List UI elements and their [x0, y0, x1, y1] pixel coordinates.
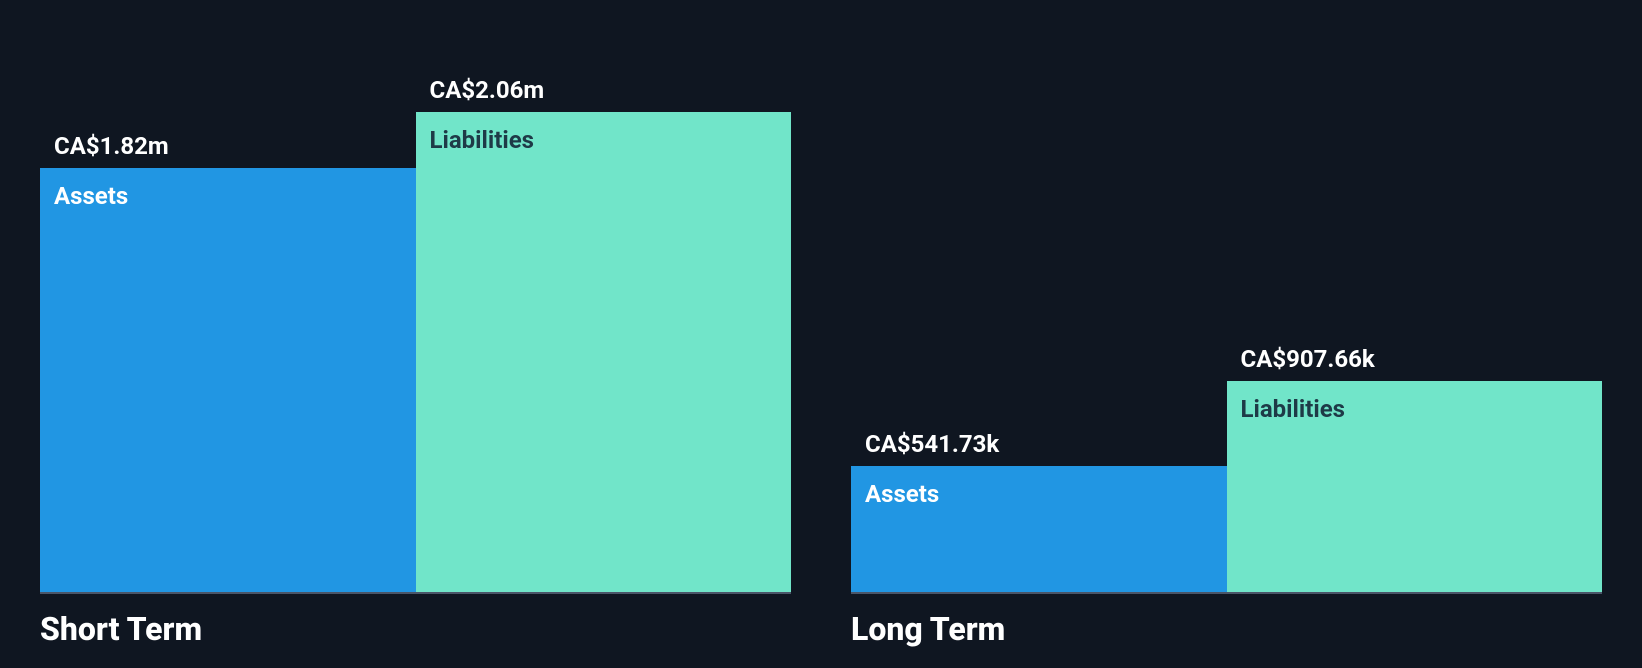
bar-inner-label: Liabilities — [1241, 395, 1346, 423]
bar-inner-label: Assets — [54, 182, 128, 210]
bar-inner-label: Assets — [865, 480, 939, 508]
bar-value-label: CA$907.66k — [1227, 345, 1603, 373]
bar-inner-label: Liabilities — [430, 126, 535, 154]
bar-rect-liabilities: Liabilities — [416, 112, 792, 592]
bar-value-label: CA$2.06m — [416, 76, 792, 104]
bar-value-label: CA$541.73k — [851, 430, 1227, 458]
bars-area-long-term: CA$541.73k Assets CA$907.66k Liabilities — [851, 0, 1602, 594]
bar-value-label: CA$1.82m — [40, 132, 416, 160]
panel-long-term: CA$541.73k Assets CA$907.66k Liabilities… — [851, 0, 1602, 668]
bar-rect-assets: Assets — [40, 168, 416, 592]
panel-short-term: CA$1.82m Assets CA$2.06m Liabilities Sho… — [40, 0, 791, 668]
bars-area-short-term: CA$1.82m Assets CA$2.06m Liabilities — [40, 0, 791, 594]
panel-title: Long Term — [851, 594, 1602, 668]
bar-rect-liabilities: Liabilities — [1227, 381, 1603, 592]
bar-rect-assets: Assets — [851, 466, 1227, 592]
bar-long-term-liabilities: CA$907.66k Liabilities — [1227, 0, 1603, 592]
panel-title: Short Term — [40, 594, 791, 668]
bar-long-term-assets: CA$541.73k Assets — [851, 0, 1227, 592]
bar-short-term-liabilities: CA$2.06m Liabilities — [416, 0, 792, 592]
bar-short-term-assets: CA$1.82m Assets — [40, 0, 416, 592]
financial-position-chart: CA$1.82m Assets CA$2.06m Liabilities Sho… — [0, 0, 1642, 668]
